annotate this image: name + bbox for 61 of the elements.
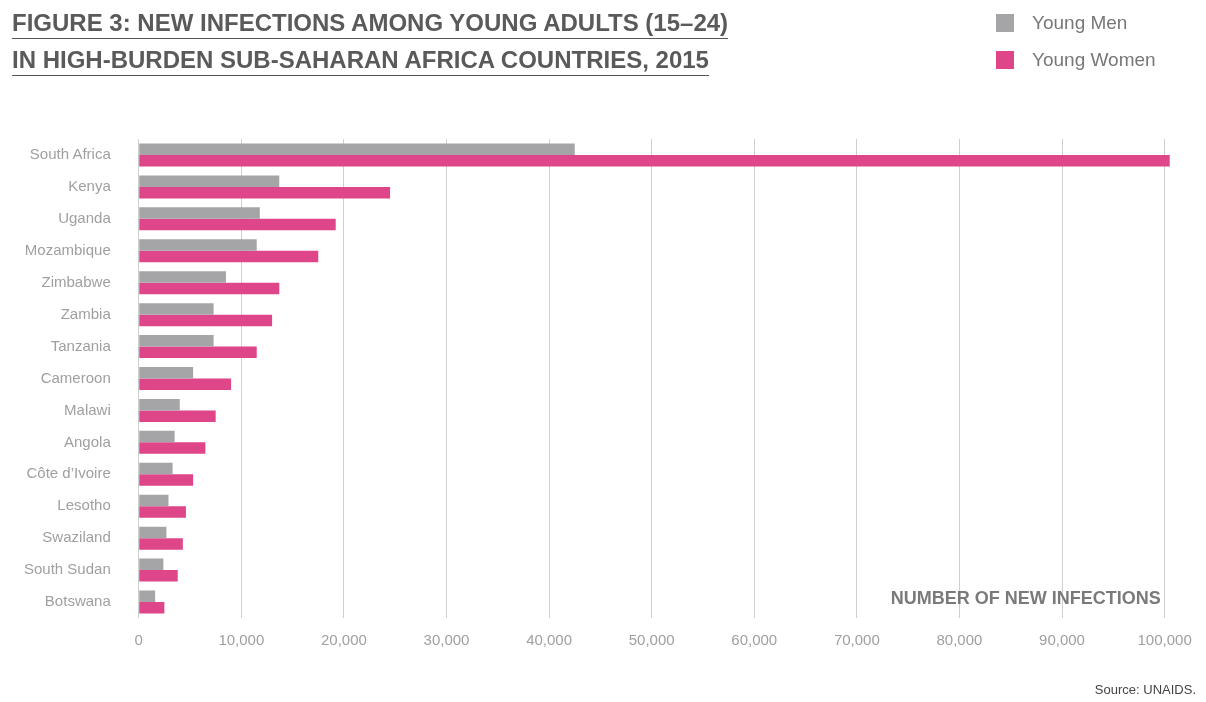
x-tick-label: 30,000 [423,631,470,649]
y-tick-label: South Africa [29,145,112,163]
y-tick-label: Cameroon [40,368,111,386]
x-tick-label: 10,000 [218,631,265,649]
x-tick-label: 60,000 [731,631,778,649]
x-tick-label: 20,000 [320,631,367,649]
legend-label: Young Women [1032,48,1156,71]
y-tick-label: South Sudan [23,560,111,578]
y-tick-label: Kenya [68,177,112,195]
bar [139,558,164,571]
bar [139,570,178,582]
bar [139,271,226,283]
bar [139,250,319,263]
x-tick-label: 50,000 [628,631,675,649]
bar [139,378,232,390]
bar [139,474,194,486]
y-tick-label: Lesotho [57,496,111,514]
bar [139,430,175,443]
y-tick-label: Angola [64,432,112,450]
y-tick-label: Botswana [44,592,112,610]
bar [139,218,336,231]
y-tick-label: Swaziland [42,528,111,546]
bar [139,314,273,327]
x-axis-title: NUMBER OF NEW INFECTIONS [890,587,1161,608]
bar [139,143,575,155]
bar [139,239,257,251]
bar [139,207,260,219]
bar [139,442,206,454]
bar [139,335,214,347]
bar [139,175,280,187]
source-note: Source: UNAIDS. [1094,682,1196,697]
bar [139,410,216,422]
bar [139,526,167,539]
y-tick-label: Uganda [58,208,112,226]
chart-title: FIGURE 3: NEW INFECTIONS AMONG YOUNG ADULTS (15–24) IN HIGH-BURDEN SUB-SAHARAN AFRICA COUNTRIES, 2015 [12,9,729,76]
bar [139,590,156,603]
bar [139,154,1170,167]
legend-label: Young Men [1032,11,1128,34]
x-tick-label: 90,000 [1039,631,1085,649]
bar [139,186,391,199]
bar [139,346,257,359]
y-tick-label: Zimbabwe [41,272,111,290]
y-tick-label: Côte d’Ivoire [26,464,111,482]
x-tick-label: 40,000 [526,631,573,649]
bar [139,494,169,507]
bar [139,538,183,550]
bar [139,462,173,475]
y-tick-label: Zambia [60,304,112,322]
bar [139,602,165,614]
bar [139,303,214,315]
x-tick-label: 0 [134,631,143,649]
y-tick-label: Tanzania [50,336,112,354]
bar [139,398,180,411]
bar [139,282,280,295]
x-tick-label: 100,000 [1137,631,1192,649]
y-tick-label: Malawi [64,400,111,418]
y-tick-label: Mozambique [24,240,111,258]
x-tick-label: 80,000 [936,631,983,649]
x-tick-label: 70,000 [833,631,880,649]
bar [139,367,194,379]
bar [139,506,186,518]
